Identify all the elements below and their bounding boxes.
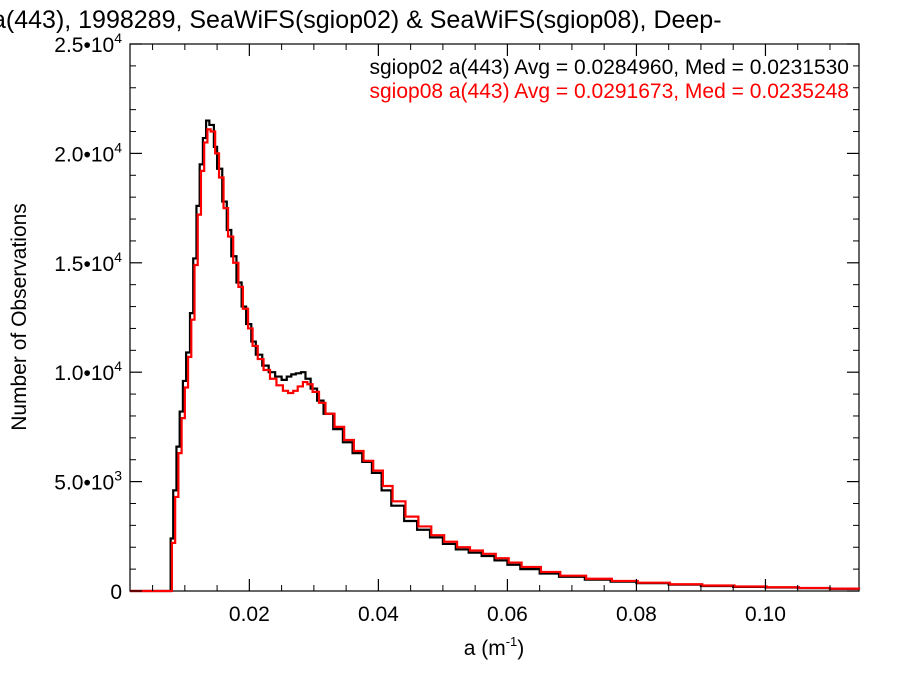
x-tick-label: 0.08 — [616, 603, 657, 626]
x-axis-label-base: a (m — [464, 637, 506, 660]
legend: sgiop02 a(443) Avg = 0.0284960, Med = 0.… — [369, 56, 849, 103]
x-axis-label-suffix: ) — [517, 637, 524, 660]
y-tick-label: 0 — [110, 581, 122, 604]
y-axis-label: Number of Observations — [8, 203, 31, 431]
series-line-0 — [130, 119, 861, 593]
legend-entry-sgiop02: sgiop02 a(443) Avg = 0.0284960, Med = 0.… — [369, 56, 849, 79]
plot-frame — [129, 43, 860, 592]
x-axis-ticks: 0.02 0.04 0.06 0.08 0.10 — [152, 44, 831, 626]
y-tick-label: 1.5•104 — [54, 249, 122, 276]
x-axis-label-superscript: -1 — [506, 634, 518, 649]
x-tick-label: 0.06 — [487, 603, 528, 626]
y-axis-ticks: 0 5.0•103 1.0•104 1.5•104 2.0•104 2.5•104 — [54, 30, 859, 604]
y-tick-label: 1.0•104 — [54, 358, 122, 385]
x-tick-label: 0.02 — [229, 603, 270, 626]
series-line-1 — [130, 128, 861, 593]
chart-title: a(443), 1998289, SeaWiFS(sgiop02) & SeaW… — [0, 6, 722, 34]
x-axis-label: a (m-1) — [464, 634, 525, 660]
y-tick-label: 5.0•103 — [54, 468, 122, 495]
legend-entry-sgiop08: sgiop08 a(443) Avg = 0.0291673, Med = 0.… — [369, 80, 849, 103]
y-tick-label: 2.0•104 — [54, 139, 122, 166]
series-layer — [130, 119, 861, 593]
y-tick-label: 2.5•104 — [54, 30, 122, 57]
x-tick-label: 0.04 — [358, 603, 399, 626]
x-tick-label: 0.10 — [745, 603, 786, 626]
plot-area: 0.02 0.04 0.06 0.08 0.10 0 5.0•103 1.0•104 1.5•… — [54, 30, 861, 626]
